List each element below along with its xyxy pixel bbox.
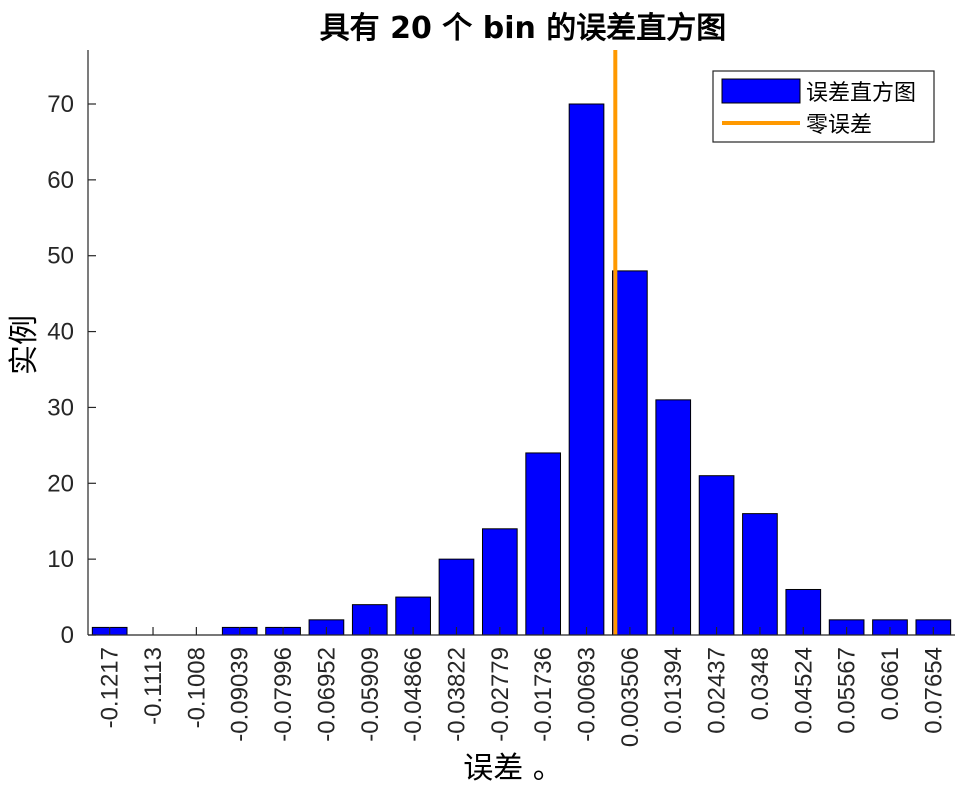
x-tick-label: 0.01394 xyxy=(660,647,687,734)
x-tick-label: 0.02437 xyxy=(704,647,731,734)
y-tick-label: 50 xyxy=(47,243,74,270)
bar xyxy=(655,399,692,636)
x-tick-label: 0.0348 xyxy=(747,647,774,720)
legend-swatch-histogram xyxy=(721,78,801,104)
x-tick-label: -0.1217 xyxy=(97,647,124,728)
y-tick-labels: 0 10 20 30 40 50 60 70 xyxy=(47,91,74,649)
x-tick-label: -0.00693 xyxy=(574,647,601,742)
y-axis-label: 实例 xyxy=(7,315,42,375)
y-tick-label: 30 xyxy=(47,394,74,421)
x-tick-label: -0.07996 xyxy=(270,647,297,742)
y-tick-label: 10 xyxy=(47,546,74,573)
x-tick-label: 0.0661 xyxy=(877,647,904,720)
bar xyxy=(438,558,475,636)
x-tick-label: -0.02779 xyxy=(487,647,514,742)
y-tick-label: 60 xyxy=(47,167,74,194)
bar xyxy=(525,452,562,636)
x-tick-label: -0.01736 xyxy=(530,647,557,742)
y-tick-label: 0 xyxy=(61,622,74,649)
x-tick-label: -0.06952 xyxy=(313,647,340,742)
y-tick-label: 40 xyxy=(47,319,74,346)
x-tick-label: -0.05909 xyxy=(357,647,384,742)
x-tick-label: -0.03822 xyxy=(443,647,470,742)
x-tick-label: -0.09039 xyxy=(227,647,254,742)
y-tick-label: 20 xyxy=(47,470,74,497)
x-tick-label: -0.1008 xyxy=(183,647,210,728)
y-tick-label: 70 xyxy=(47,91,74,118)
x-tick-label: 0.07654 xyxy=(920,647,947,734)
x-tick-label: 0.003506 xyxy=(617,647,644,747)
bar xyxy=(742,513,778,636)
x-tick-labels: -0.1217 -0.1113 -0.1008 -0.09039 -0.07996 -0.… xyxy=(97,647,948,747)
bar-series xyxy=(91,103,952,636)
legend: 误差直方图 零误差 xyxy=(712,70,935,143)
chart-title: 具有 20 个 bin 的误差直方图 xyxy=(320,11,727,46)
legend-label-zero-error: 零误差 xyxy=(806,113,872,138)
bar xyxy=(481,528,518,636)
x-tick-label: 0.04524 xyxy=(790,647,817,734)
legend-label-histogram: 误差直方图 xyxy=(806,81,916,106)
x-tick-label: 0.05567 xyxy=(834,647,861,734)
x-tick-label: -0.04866 xyxy=(400,647,427,742)
bar xyxy=(612,270,648,636)
bar xyxy=(698,475,735,636)
bar xyxy=(568,103,605,636)
x-axis-label: 误差 。 xyxy=(463,751,563,786)
x-tick-label: -0.1113 xyxy=(140,647,167,725)
axes xyxy=(87,50,955,636)
